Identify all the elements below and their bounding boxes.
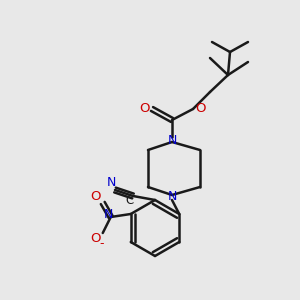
- Text: O: O: [91, 190, 101, 203]
- Text: O: O: [91, 232, 101, 245]
- Text: O: O: [195, 101, 205, 115]
- Text: N: N: [167, 134, 177, 146]
- Text: O: O: [140, 101, 150, 115]
- Text: N: N: [167, 190, 177, 203]
- Text: N: N: [106, 176, 116, 190]
- Text: N: N: [104, 208, 113, 221]
- Text: C: C: [126, 194, 134, 208]
- Text: -: -: [100, 238, 104, 250]
